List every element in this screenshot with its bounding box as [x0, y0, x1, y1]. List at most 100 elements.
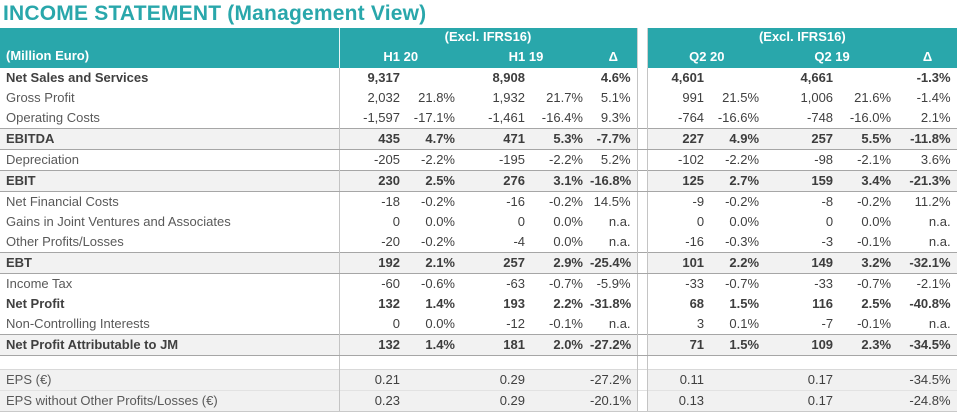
row-label: EBIT: [0, 170, 340, 192]
table-row: Net Sales and Services 9,317 8,908 4.6% 4,60…: [0, 68, 957, 88]
value-cell: [709, 369, 767, 391]
row-label: EBITDA: [0, 128, 340, 150]
value-cell: 0.29: [462, 390, 530, 412]
row-label: [0, 355, 340, 370]
value-cell: -17.1%: [405, 108, 462, 129]
table-row: Net Financial Costs -18 -0.2% -16 -0.2% 14.5%…: [0, 191, 957, 212]
value-cell: 0: [339, 314, 405, 335]
value-cell: -1.4%: [898, 88, 957, 108]
value-cell: 2,032: [339, 88, 405, 108]
value-cell: -34.5%: [898, 369, 957, 391]
value-cell: -16.4%: [530, 108, 590, 129]
section-gap: [636, 314, 648, 335]
value-cell: -4: [462, 232, 530, 253]
value-cell: 0.17: [766, 369, 839, 391]
value-cell: 0: [647, 212, 710, 232]
value-cell: 1,932: [462, 88, 530, 108]
value-cell: 230: [339, 170, 405, 192]
value-cell: 3.6%: [898, 149, 957, 171]
table-row: Other Profits/Losses -20 -0.2% -4 0.0% n.a. -1…: [0, 232, 957, 253]
value-cell: 0.21: [339, 369, 405, 391]
row-label: Income Tax: [0, 273, 340, 294]
value-cell: -2.2%: [405, 149, 462, 171]
value-cell: 192: [339, 252, 405, 274]
value-cell: 9,317: [339, 68, 405, 88]
value-cell: -0.2%: [838, 191, 899, 212]
col-header-delta-q2: Δ: [898, 46, 957, 68]
value-cell: -3: [766, 232, 839, 253]
value-cell: 5.3%: [530, 128, 590, 150]
value-cell: -16: [462, 191, 530, 212]
value-cell: 0.23: [339, 390, 405, 412]
section-gap: [636, 334, 648, 356]
value-cell: 2.5%: [838, 294, 899, 314]
value-cell: [709, 390, 767, 412]
value-cell: -31.8%: [590, 294, 638, 314]
section-label-h1: (Excl. IFRS16): [339, 28, 638, 46]
value-cell: -34.5%: [898, 334, 957, 356]
value-cell: -25.4%: [590, 252, 638, 274]
value-cell: 132: [339, 294, 405, 314]
value-cell: -16.0%: [838, 108, 899, 129]
value-cell: 3.2%: [838, 252, 899, 274]
value-cell: 2.5%: [405, 170, 462, 192]
value-cell: 2.7%: [709, 170, 767, 192]
value-cell: 5.1%: [590, 88, 638, 108]
value-cell: n.a.: [898, 212, 957, 232]
row-label: Net Financial Costs: [0, 191, 340, 212]
value-cell: -9: [647, 191, 710, 212]
value-cell: 21.5%: [709, 88, 767, 108]
header-period-row: H1 20 H1 19 Δ Q2 20 Q2 19 Δ: [0, 46, 957, 68]
row-label: Gross Profit: [0, 88, 340, 108]
value-cell: 0.0%: [838, 212, 899, 232]
value-cell: -205: [339, 149, 405, 171]
section-gap: [636, 149, 648, 171]
value-cell: -1,461: [462, 108, 530, 129]
value-cell: 8,908: [462, 68, 530, 88]
value-cell: n.a.: [898, 232, 957, 253]
value-cell: 0.0%: [530, 212, 590, 232]
value-cell: 2.2%: [530, 294, 590, 314]
value-cell: -102: [647, 149, 710, 171]
value-cell: 0.0%: [709, 212, 767, 232]
value-cell: 257: [766, 128, 839, 150]
section-gap: [636, 355, 648, 370]
value-cell: 0: [339, 212, 405, 232]
value-cell: -0.2%: [405, 232, 462, 253]
section-gap: [636, 68, 648, 88]
section-gap: [636, 88, 648, 108]
section-gap: [636, 170, 648, 192]
value-cell: [530, 68, 590, 88]
value-cell: 181: [462, 334, 530, 356]
value-cell: 1.4%: [405, 334, 462, 356]
value-cell: -8: [766, 191, 839, 212]
value-cell: [709, 68, 767, 88]
value-cell: -20.1%: [590, 390, 638, 412]
value-cell: 1.4%: [405, 294, 462, 314]
unit-label: (Million Euro): [0, 28, 340, 68]
value-cell: 4,601: [647, 68, 710, 88]
value-cell: -20: [339, 232, 405, 253]
col-header-q2-19: Q2 19: [766, 46, 899, 68]
value-cell: 71: [647, 334, 710, 356]
row-label: Non-Controlling Interests: [0, 314, 340, 335]
value-cell: -764: [647, 108, 710, 129]
value-cell: 159: [766, 170, 839, 192]
value-cell: n.a.: [590, 314, 638, 335]
spacer-row: [0, 355, 957, 370]
value-cell: -0.1%: [838, 314, 899, 335]
value-cell: -18: [339, 191, 405, 212]
section-gap: [636, 273, 648, 294]
value-cell: 0: [462, 212, 530, 232]
value-cell: -1,597: [339, 108, 405, 129]
value-cell: 435: [339, 128, 405, 150]
value-cell: -16: [647, 232, 710, 253]
value-cell: -63: [462, 273, 530, 294]
value-cell: -32.1%: [898, 252, 957, 274]
value-cell: 11.2%: [898, 191, 957, 212]
value-cell: -0.2%: [530, 191, 590, 212]
value-cell: [530, 369, 590, 391]
value-cell: 14.5%: [590, 191, 638, 212]
value-cell: [838, 369, 899, 391]
